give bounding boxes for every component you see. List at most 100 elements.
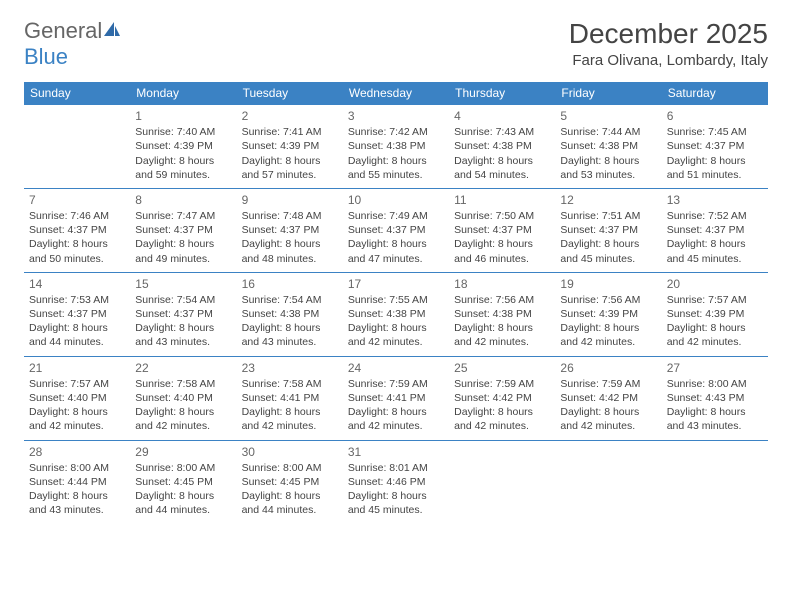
day-sunset: Sunset: 4:42 PM [454,391,550,405]
day-daylight2: and 42 minutes. [667,335,763,349]
day-cell: 18Sunrise: 7:56 AMSunset: 4:38 PMDayligh… [449,272,555,356]
day-cell: 29Sunrise: 8:00 AMSunset: 4:45 PMDayligh… [130,440,236,524]
day-daylight1: Daylight: 8 hours [29,405,125,419]
day-sunrise: Sunrise: 7:59 AM [560,377,656,391]
day-daylight1: Daylight: 8 hours [667,405,763,419]
day-cell: 30Sunrise: 8:00 AMSunset: 4:45 PMDayligh… [237,440,343,524]
day-number: 31 [348,444,444,460]
day-daylight1: Daylight: 8 hours [242,405,338,419]
day-sunset: Sunset: 4:39 PM [135,139,231,153]
day-cell-blank [449,440,555,524]
day-sunrise: Sunrise: 7:45 AM [667,125,763,139]
day-number: 18 [454,276,550,292]
day-cell: 10Sunrise: 7:49 AMSunset: 4:37 PMDayligh… [343,188,449,272]
day-cell: 19Sunrise: 7:56 AMSunset: 4:39 PMDayligh… [555,272,661,356]
day-cell: 3Sunrise: 7:42 AMSunset: 4:38 PMDaylight… [343,104,449,188]
day-header: Monday [130,82,236,104]
day-cell: 11Sunrise: 7:50 AMSunset: 4:37 PMDayligh… [449,188,555,272]
day-daylight2: and 45 minutes. [667,252,763,266]
day-daylight1: Daylight: 8 hours [242,237,338,251]
day-cell: 1Sunrise: 7:40 AMSunset: 4:39 PMDaylight… [130,104,236,188]
day-sunrise: Sunrise: 7:53 AM [29,293,125,307]
day-daylight2: and 44 minutes. [242,503,338,517]
day-header: Wednesday [343,82,449,104]
day-number: 28 [29,444,125,460]
day-cell: 17Sunrise: 7:55 AMSunset: 4:38 PMDayligh… [343,272,449,356]
day-daylight1: Daylight: 8 hours [242,321,338,335]
day-sunset: Sunset: 4:45 PM [242,475,338,489]
day-daylight1: Daylight: 8 hours [135,321,231,335]
day-number: 4 [454,108,550,124]
month-title: December 2025 [569,18,768,50]
day-daylight1: Daylight: 8 hours [348,154,444,168]
page-header: General Blue December 2025 Fara Olivana,… [24,18,768,70]
day-number: 1 [135,108,231,124]
day-sunrise: Sunrise: 8:00 AM [242,461,338,475]
day-sunset: Sunset: 4:39 PM [560,307,656,321]
day-sunrise: Sunrise: 8:00 AM [135,461,231,475]
day-sunrise: Sunrise: 7:57 AM [667,293,763,307]
day-cell: 28Sunrise: 8:00 AMSunset: 4:44 PMDayligh… [24,440,130,524]
day-daylight2: and 44 minutes. [29,335,125,349]
day-daylight2: and 54 minutes. [454,168,550,182]
day-cell: 13Sunrise: 7:52 AMSunset: 4:37 PMDayligh… [662,188,768,272]
day-number: 7 [29,192,125,208]
day-sunset: Sunset: 4:43 PM [667,391,763,405]
day-cell: 20Sunrise: 7:57 AMSunset: 4:39 PMDayligh… [662,272,768,356]
day-daylight1: Daylight: 8 hours [560,237,656,251]
day-number: 23 [242,360,338,376]
day-header: Friday [555,82,661,104]
day-sunrise: Sunrise: 7:49 AM [348,209,444,223]
day-number: 12 [560,192,656,208]
day-sunset: Sunset: 4:38 PM [348,139,444,153]
day-cell: 16Sunrise: 7:54 AMSunset: 4:38 PMDayligh… [237,272,343,356]
day-sunrise: Sunrise: 7:59 AM [454,377,550,391]
day-daylight1: Daylight: 8 hours [348,405,444,419]
day-daylight2: and 43 minutes. [667,419,763,433]
day-header: Tuesday [237,82,343,104]
day-number: 27 [667,360,763,376]
day-daylight2: and 44 minutes. [135,503,231,517]
day-daylight2: and 48 minutes. [242,252,338,266]
day-sunset: Sunset: 4:38 PM [242,307,338,321]
day-sunset: Sunset: 4:46 PM [348,475,444,489]
day-daylight1: Daylight: 8 hours [29,489,125,503]
day-cell-blank [555,440,661,524]
day-number: 6 [667,108,763,124]
day-sunset: Sunset: 4:38 PM [348,307,444,321]
day-number: 16 [242,276,338,292]
day-number: 13 [667,192,763,208]
day-sunrise: Sunrise: 7:54 AM [135,293,231,307]
day-number: 2 [242,108,338,124]
day-cell: 2Sunrise: 7:41 AMSunset: 4:39 PMDaylight… [237,104,343,188]
day-daylight2: and 45 minutes. [560,252,656,266]
day-sunset: Sunset: 4:38 PM [560,139,656,153]
day-cell: 8Sunrise: 7:47 AMSunset: 4:37 PMDaylight… [130,188,236,272]
day-daylight2: and 42 minutes. [135,419,231,433]
day-sunrise: Sunrise: 7:58 AM [135,377,231,391]
logo: General Blue [24,18,122,70]
day-number: 3 [348,108,444,124]
day-daylight2: and 43 minutes. [242,335,338,349]
day-daylight2: and 42 minutes. [242,419,338,433]
day-number: 15 [135,276,231,292]
day-sunset: Sunset: 4:38 PM [454,139,550,153]
day-number: 9 [242,192,338,208]
day-daylight1: Daylight: 8 hours [560,321,656,335]
day-cell-blank [24,104,130,188]
day-sunrise: Sunrise: 7:43 AM [454,125,550,139]
day-sunrise: Sunrise: 7:56 AM [560,293,656,307]
day-daylight1: Daylight: 8 hours [29,237,125,251]
day-sunrise: Sunrise: 7:59 AM [348,377,444,391]
day-daylight1: Daylight: 8 hours [135,237,231,251]
title-block: December 2025 Fara Olivana, Lombardy, It… [569,18,768,69]
day-daylight2: and 55 minutes. [348,168,444,182]
day-cell: 4Sunrise: 7:43 AMSunset: 4:38 PMDaylight… [449,104,555,188]
day-daylight2: and 43 minutes. [135,335,231,349]
day-daylight1: Daylight: 8 hours [454,154,550,168]
day-sunrise: Sunrise: 7:51 AM [560,209,656,223]
day-daylight1: Daylight: 8 hours [454,405,550,419]
day-sunset: Sunset: 4:37 PM [667,223,763,237]
day-sunset: Sunset: 4:40 PM [135,391,231,405]
day-sunset: Sunset: 4:39 PM [667,307,763,321]
